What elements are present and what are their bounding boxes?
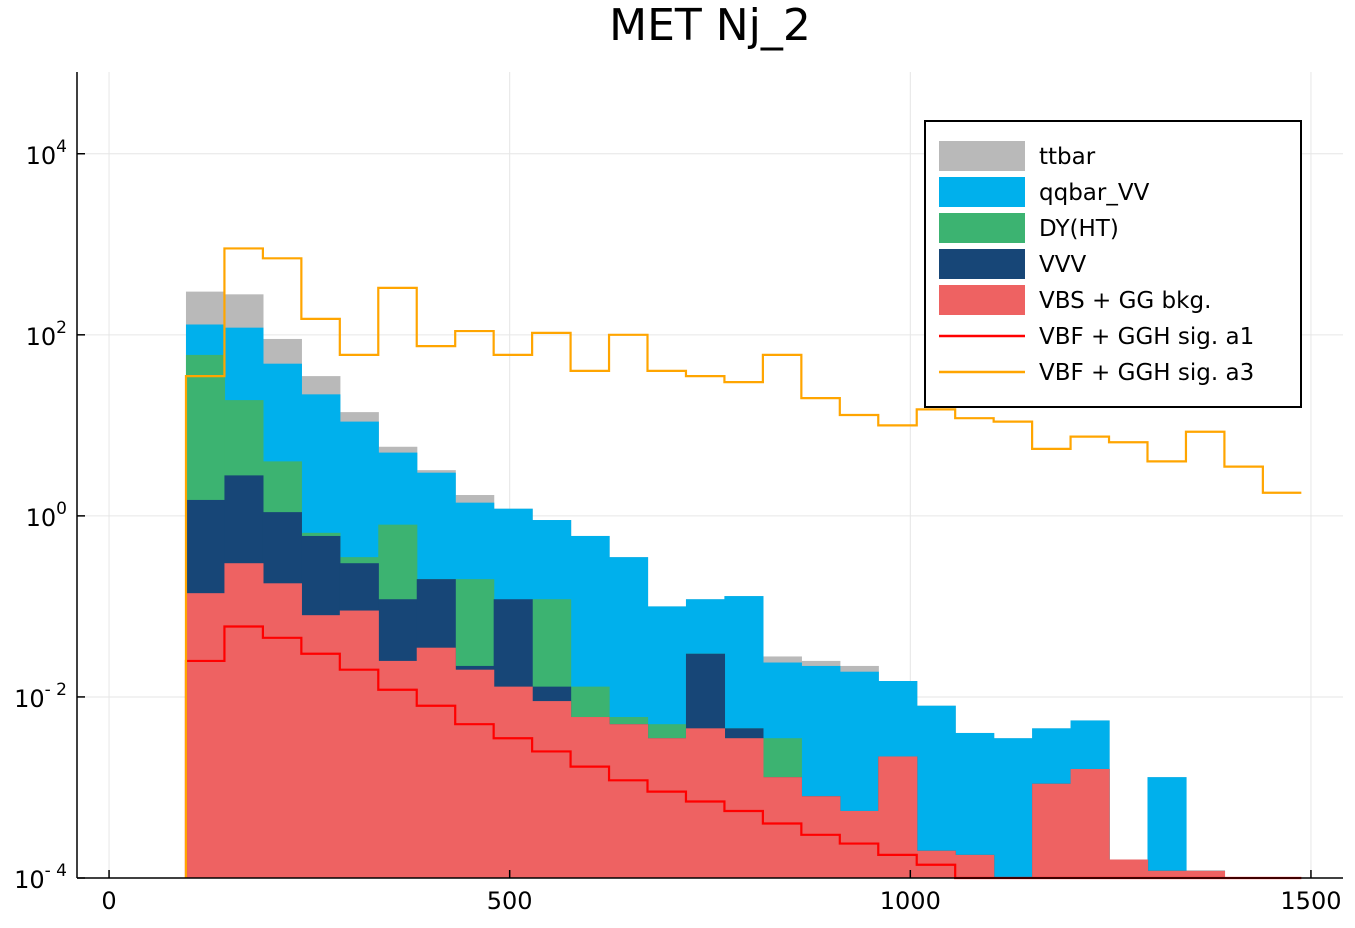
legend-label: VBF + GGH sig. a1 — [1039, 324, 1254, 350]
bar — [493, 686, 533, 878]
y-tick-label: 10- 2 — [14, 680, 67, 713]
bar — [1147, 870, 1187, 878]
bar — [955, 732, 995, 878]
bar — [801, 796, 841, 878]
legend-swatch — [939, 285, 1025, 315]
legend: ttbar qqbar_VV DY(HT) VVV VBS + GG bkg. VBF +… — [924, 120, 1302, 408]
bar — [955, 854, 995, 878]
bar — [262, 583, 302, 878]
x-tick-label: 0 — [101, 887, 116, 915]
legend-label: VBF + GGH sig. a3 — [1039, 360, 1254, 386]
bar — [416, 647, 456, 878]
bar — [724, 738, 764, 878]
histogram-bars — [185, 291, 1226, 879]
legend-swatch — [939, 249, 1025, 279]
bar — [224, 563, 264, 878]
bar — [1109, 859, 1149, 878]
chart-title: MET Nj_2 — [609, 0, 811, 51]
bar — [1147, 777, 1187, 878]
bar — [455, 669, 495, 878]
bar — [878, 756, 918, 878]
series-line — [184, 247, 1302, 878]
bar — [609, 724, 649, 878]
y-tick-label: 10- 4 — [14, 861, 67, 894]
bar — [685, 728, 726, 878]
bar — [378, 660, 418, 878]
bar — [301, 615, 341, 878]
legend-swatch — [939, 213, 1025, 243]
bar — [532, 701, 572, 878]
bar — [993, 738, 1033, 878]
legend-label: VVV — [1039, 252, 1086, 278]
bar — [1032, 783, 1072, 878]
bar — [1070, 768, 1110, 878]
axes: 0 500 1000 1500 10- 4 10- 2 100 102 104 — [14, 72, 1343, 915]
legend-label: ttbar — [1039, 144, 1096, 170]
bar — [762, 777, 802, 878]
bar — [647, 738, 687, 878]
x-tick-label: 1000 — [880, 887, 941, 915]
legend-label: qqbar_VV — [1039, 180, 1150, 206]
bar — [1185, 870, 1226, 878]
legend-label: DY(HT) — [1039, 216, 1119, 242]
legend-swatch — [939, 141, 1025, 171]
bar — [185, 593, 226, 878]
y-tick-label: 102 — [26, 318, 67, 351]
legend-label: VBS + GG bkg. — [1039, 288, 1211, 314]
bar — [339, 610, 379, 878]
x-tick-label: 1500 — [1280, 887, 1341, 915]
bar — [916, 705, 956, 878]
legend-swatch — [939, 177, 1025, 207]
y-tick-label: 104 — [26, 137, 67, 170]
bar — [570, 717, 610, 878]
x-tick-label: 500 — [487, 887, 533, 915]
y-tick-label: 100 — [26, 499, 67, 532]
